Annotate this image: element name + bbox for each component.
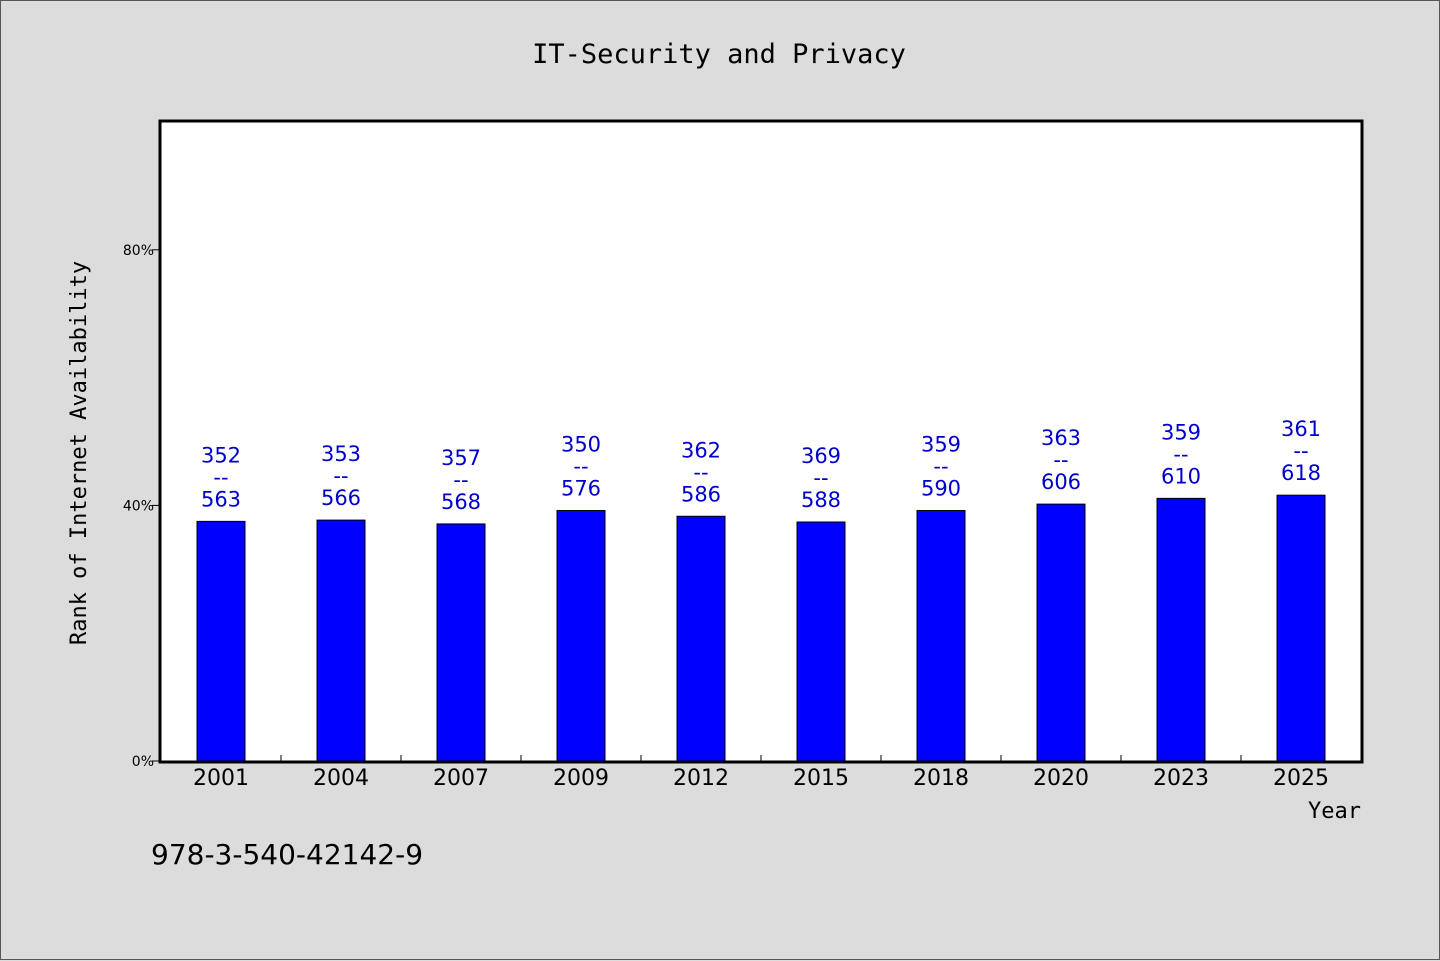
- bar: [1276, 494, 1326, 762]
- data-label-separator: --: [213, 465, 228, 489]
- bar: [916, 510, 966, 762]
- x-tick-label: 2007: [433, 766, 489, 791]
- x-axis-label: Year: [1308, 799, 1361, 824]
- y-tick-label: 40%: [123, 498, 154, 514]
- data-label-top: 352: [201, 443, 241, 467]
- x-tick-label: 2025: [1273, 766, 1329, 791]
- data-label-bottom: 588: [801, 488, 841, 512]
- x-axis: 2001 2004 2007 2009 2012 2015 2018 2020 2023 2025: [193, 755, 1329, 791]
- bar: [1156, 497, 1206, 762]
- x-tick-label: 2012: [673, 766, 729, 791]
- data-label-top: 359: [921, 433, 961, 457]
- data-label-bottom: 610: [1161, 464, 1201, 488]
- x-tick-label: 2015: [793, 766, 849, 791]
- data-label-separator: --: [1053, 448, 1068, 472]
- data-label-bottom: 566: [321, 486, 361, 510]
- data-label-separator: --: [573, 455, 588, 479]
- x-tick-label: 2023: [1153, 766, 1209, 791]
- chart-title: IT-Security and Privacy: [532, 39, 906, 70]
- bar: [436, 523, 486, 762]
- y-axis: 0% 40% 80%: [123, 243, 161, 770]
- data-label-separator: --: [1173, 442, 1188, 466]
- data-labels-layer: 352--563353--566357--568350--576362--586…: [201, 417, 1321, 514]
- y-tick-label: 0%: [132, 754, 154, 770]
- bar: [796, 521, 846, 762]
- data-label-top: 353: [321, 442, 361, 466]
- data-label-bottom: 618: [1281, 461, 1321, 485]
- data-label-separator: --: [453, 468, 468, 492]
- data-label-top: 361: [1281, 417, 1321, 441]
- x-tick-label: 2018: [913, 766, 969, 791]
- bars-layer: [196, 494, 1326, 762]
- data-label-separator: --: [333, 464, 348, 488]
- x-tick-label: 2001: [193, 766, 249, 791]
- data-label-bottom: 576: [561, 477, 601, 501]
- data-label-separator: --: [693, 460, 708, 484]
- data-label-top: 369: [801, 444, 841, 468]
- x-tick-label: 2004: [313, 766, 369, 791]
- isbn-footer: 978-3-540-42142-9: [151, 838, 423, 871]
- bar: [316, 519, 366, 762]
- data-label-top: 359: [1161, 420, 1201, 444]
- data-label-top: 350: [561, 433, 601, 457]
- data-label-separator: --: [813, 466, 828, 490]
- data-label-top: 363: [1041, 426, 1081, 450]
- data-label-bottom: 590: [921, 477, 961, 501]
- bar: [676, 515, 726, 762]
- y-axis-label: Rank of Internet Availability: [67, 261, 92, 645]
- y-tick-label: 80%: [123, 243, 154, 259]
- x-tick-label: 2009: [553, 766, 609, 791]
- data-label-bottom: 563: [201, 487, 241, 511]
- data-label-top: 357: [441, 446, 481, 470]
- bar: [556, 510, 606, 762]
- data-label-bottom: 568: [441, 490, 481, 514]
- bar: [196, 520, 246, 762]
- data-label-top: 362: [681, 438, 721, 462]
- x-tick-label: 2020: [1033, 766, 1089, 791]
- data-label-separator: --: [1293, 439, 1308, 463]
- data-label-separator: --: [933, 455, 948, 479]
- bar: [1036, 503, 1086, 762]
- data-label-bottom: 586: [681, 482, 721, 506]
- data-label-bottom: 606: [1041, 470, 1081, 494]
